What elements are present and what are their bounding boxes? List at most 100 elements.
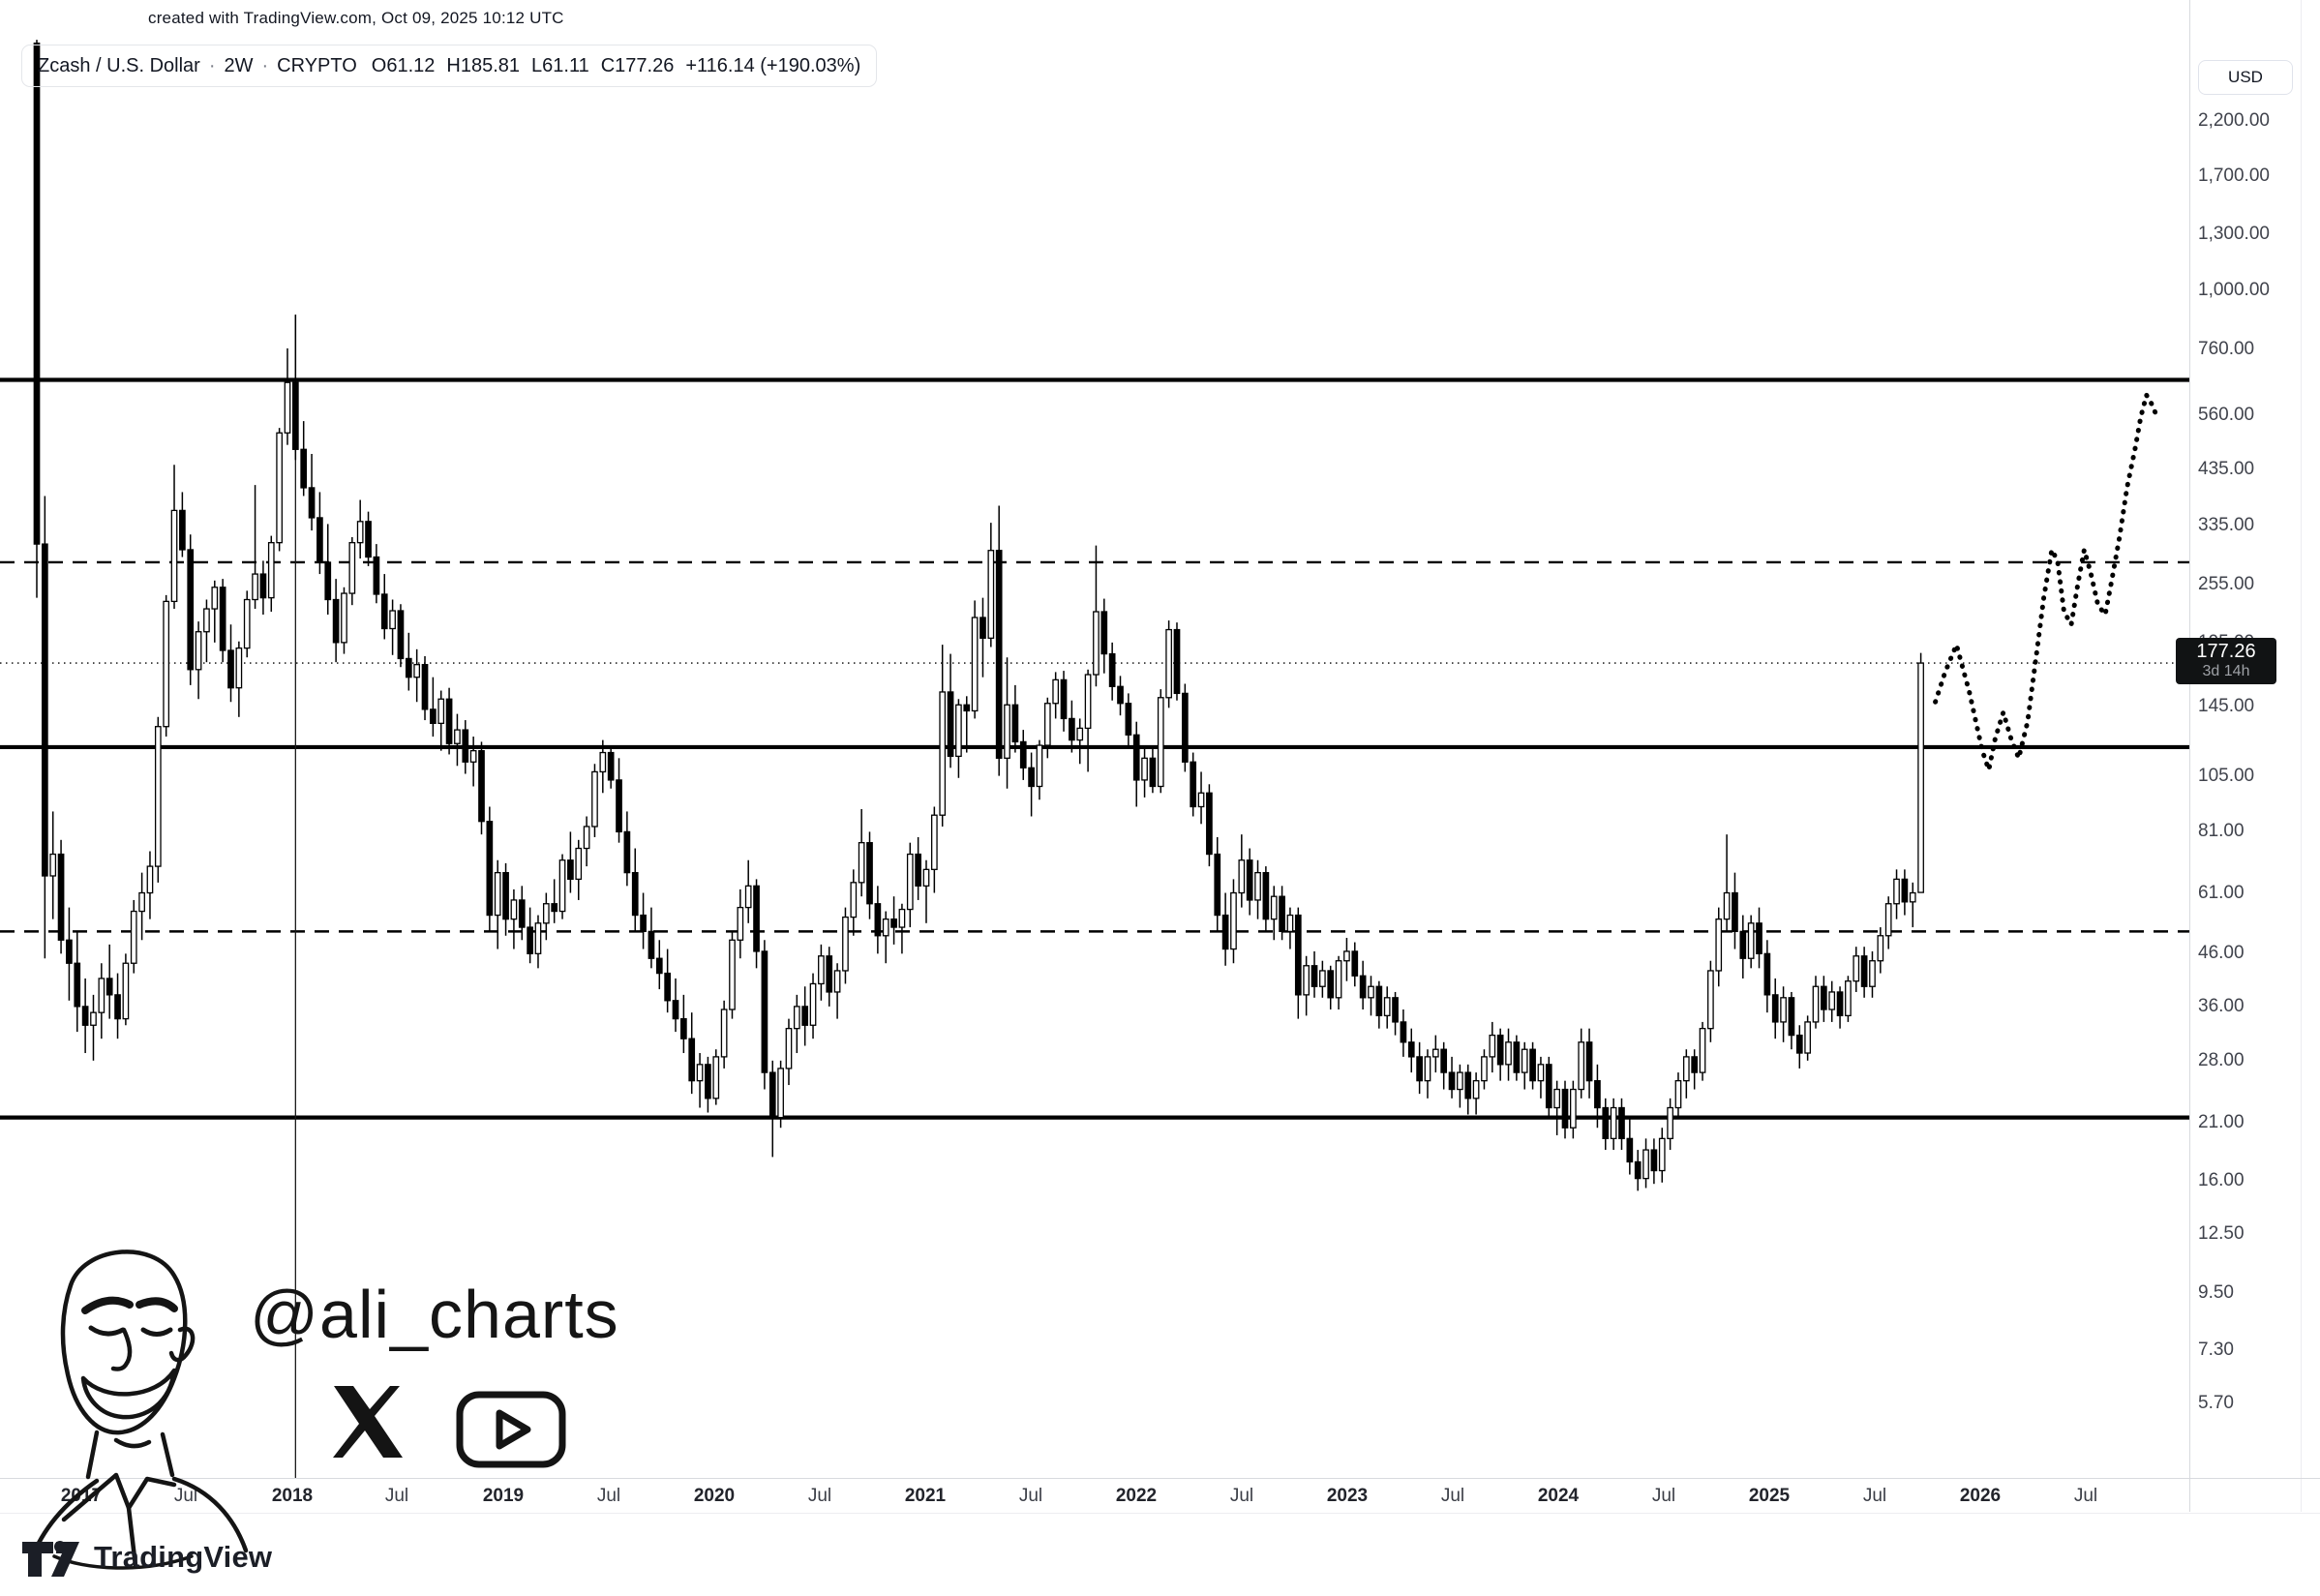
open-value: O61.12 [371, 54, 436, 76]
candle-body [203, 608, 210, 633]
candle-body [33, 42, 41, 545]
candle-body [672, 1000, 679, 1020]
candle-body [1699, 1028, 1706, 1073]
candle-body [616, 779, 622, 833]
candle-body [898, 908, 906, 928]
candle-body [1157, 697, 1164, 788]
candle-body [542, 903, 550, 924]
candle-body [1043, 703, 1051, 746]
candle-body [1206, 792, 1213, 856]
candle-body [737, 906, 744, 941]
candle-body [397, 610, 405, 660]
candle-body [300, 448, 308, 489]
candle-body [906, 853, 914, 911]
candle-body [1884, 903, 1892, 937]
candle-body [1917, 662, 1924, 893]
price-tick-label: 560.00 [2198, 405, 2255, 426]
candle-body [1149, 757, 1157, 788]
candle-body [235, 647, 243, 689]
price-axis-border [2189, 0, 2190, 1512]
candle-body [1618, 1106, 1625, 1140]
price-tick-label: 145.00 [2198, 695, 2255, 716]
projection-dotted-path[interactable] [1933, 392, 2159, 772]
candle-body [712, 1056, 720, 1099]
candle-body [1642, 1149, 1649, 1180]
candle-body [1610, 1106, 1617, 1140]
candle-body [1019, 740, 1027, 768]
candle-body [1052, 678, 1060, 705]
candle-body [42, 543, 48, 877]
candle-body [105, 978, 113, 996]
high-value: H185.81 [446, 54, 521, 76]
candle-body [1667, 1106, 1673, 1140]
candle-body [809, 982, 817, 1026]
candle-body [882, 918, 889, 937]
low-value: L61.11 [531, 54, 589, 76]
author-handle: @ali_charts [250, 1277, 619, 1352]
price-tick-label: 28.00 [2198, 1049, 2245, 1070]
candle-body [1214, 853, 1221, 917]
candle-body [380, 593, 388, 630]
candle-body [1804, 1021, 1811, 1054]
candle-body [922, 868, 930, 887]
price-tick-label: 21.00 [2198, 1111, 2245, 1132]
candle-body [445, 698, 453, 744]
candle-body [518, 899, 526, 928]
candle-body [1529, 1048, 1536, 1082]
candle-body [170, 509, 178, 603]
candle-body [1877, 935, 1884, 962]
price-tick-label: 255.00 [2198, 574, 2255, 595]
candle-body [1238, 859, 1246, 894]
candle-body [1319, 970, 1326, 987]
time-tick-year: 2019 [482, 1486, 525, 1506]
tradingview-logo: TradingView [21, 1534, 272, 1581]
candle-body [454, 729, 461, 744]
candle-body [987, 550, 995, 639]
candle-body [1496, 1034, 1504, 1066]
time-tick-jul: Jul [1862, 1486, 1887, 1506]
candle-body [1634, 1160, 1642, 1180]
candle-body [696, 1064, 704, 1082]
candle-body [1141, 757, 1148, 781]
candle-body [405, 657, 412, 678]
candle-body [1424, 1056, 1431, 1082]
candle-body [1011, 704, 1019, 743]
candle-body [114, 994, 121, 1020]
candle-body [963, 704, 971, 712]
currency-toggle-button[interactable]: USD [2198, 60, 2293, 95]
candle-body [227, 649, 234, 689]
candle-body [866, 842, 873, 905]
time-tick-year: 2023 [1326, 1486, 1369, 1506]
candle-body [130, 910, 137, 964]
candle-body [753, 885, 760, 952]
legend-separator: · [208, 54, 216, 76]
candle-body [462, 729, 469, 763]
candle-body [163, 600, 170, 728]
candle-body [1682, 1056, 1690, 1082]
price-axis[interactable]: USD 2,200.00 1,700.00 1,300.00 1,000.00 760.… [2176, 0, 2320, 1512]
symbol-legend: Zcash / U.S. Dollar · 2W · CRYPTO O61.12… [21, 45, 878, 87]
time-tick-jul: Jul [807, 1486, 832, 1506]
candle-body [1732, 891, 1738, 933]
candle-body [1505, 1041, 1512, 1066]
time-tick-year: 2022 [1115, 1486, 1158, 1506]
candle-body [842, 916, 849, 972]
candle-body [1585, 1041, 1593, 1082]
candle-body [324, 561, 332, 601]
time-tick-jul: Jul [1018, 1486, 1043, 1506]
candle-body [1392, 997, 1399, 1023]
time-axis[interactable]: 2017 Jul 2018 Jul 2019 Jul 2020 Jul 2021 Jul 2022 J… [0, 1478, 2320, 1514]
candle-body [761, 950, 768, 1073]
candle-body [915, 853, 921, 887]
candle-body [1335, 960, 1342, 999]
candle-body [267, 542, 275, 599]
candle-body [1294, 914, 1302, 996]
candle-body [195, 631, 202, 671]
creation-credit-text: created with TradingView.com, Oct 09, 20… [148, 9, 564, 27]
candle-body [971, 617, 979, 712]
candle-body [341, 592, 347, 644]
candle-body [640, 914, 647, 933]
tradingview-logo-icon [22, 1541, 79, 1577]
candle-body [219, 587, 226, 651]
